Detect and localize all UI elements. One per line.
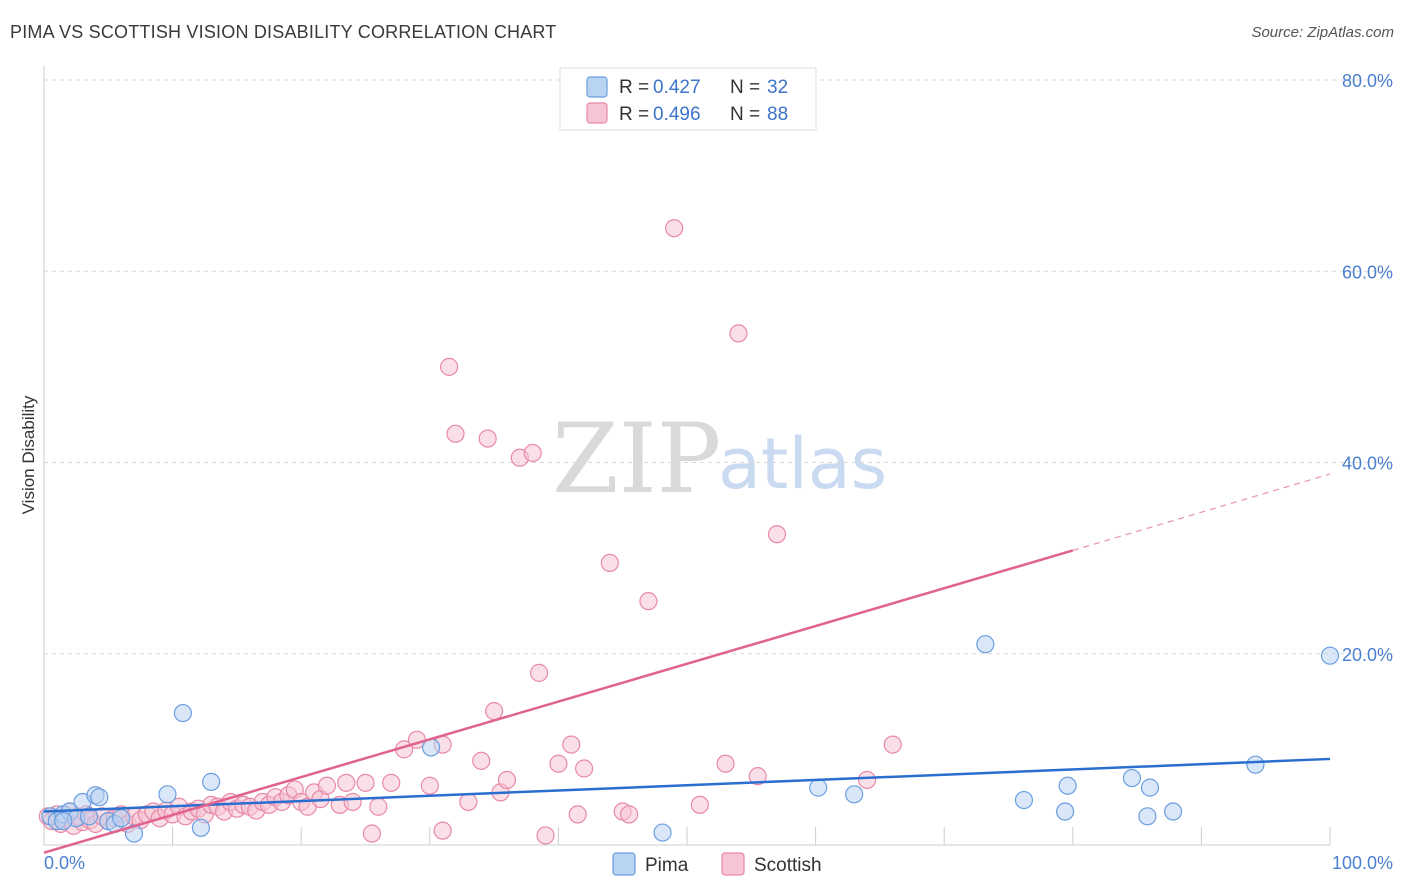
scottish-point <box>857 770 877 790</box>
scottish-point <box>343 792 362 812</box>
y-tick-labels: 20.0% 40.0% 60.0% 80.0% <box>1342 71 1393 665</box>
legend-scottish-n-label: N = <box>730 104 760 125</box>
bottom-legend-scottish-label: Scottish <box>754 855 822 876</box>
y-tick-label: 40.0% <box>1342 454 1393 474</box>
scottish-point <box>472 751 491 770</box>
pima-point <box>976 635 995 654</box>
pima-point <box>845 785 864 804</box>
source-note: Source: ZipAtlas.com <box>1251 24 1394 41</box>
scottish-point <box>748 767 767 786</box>
scottish-point <box>369 797 388 816</box>
scottish-point <box>337 773 356 792</box>
pima-point <box>809 778 828 797</box>
scottish-point <box>639 592 658 611</box>
scottish-point <box>562 735 581 754</box>
y-tick-label: 80.0% <box>1342 71 1393 91</box>
scottish-point <box>883 735 902 754</box>
watermark-atlas: atlas <box>718 423 887 505</box>
x-tick-label-max: 100.0% <box>1332 853 1393 873</box>
scottish-point <box>446 424 465 443</box>
bottom-legend-pima-swatch <box>612 852 636 876</box>
scottish-point <box>497 770 517 790</box>
x-tick-label-min: 0.0% <box>44 853 85 873</box>
scottish-point <box>433 821 452 840</box>
axes <box>43 66 1331 846</box>
gridlines <box>44 79 1393 655</box>
scottish-point <box>439 357 459 376</box>
scottish-point <box>362 824 382 843</box>
pima-point <box>653 823 672 842</box>
legend-pima-r-label: R = <box>619 77 649 98</box>
scottish-point <box>420 776 439 795</box>
scottish-trendline <box>43 549 1074 854</box>
legend-pima-n-label: N = <box>730 77 760 98</box>
y-axis-label: Vision Disability <box>19 395 38 514</box>
pima-point <box>1122 768 1142 788</box>
legend-scottish-swatch <box>586 102 608 124</box>
legend-scottish-r-value: 0.496 <box>653 104 701 125</box>
pima-point <box>158 785 177 804</box>
scottish-point <box>317 776 337 795</box>
scottish-point <box>530 663 549 682</box>
y-tick-label: 60.0% <box>1342 262 1393 282</box>
bottom-legend-scottish-swatch <box>721 852 745 876</box>
scottish-point <box>568 805 587 824</box>
scottish-point <box>382 773 401 792</box>
pima-points <box>41 635 1340 843</box>
scottish-point <box>767 525 787 544</box>
bottom-legend: Pima Scottish <box>612 852 822 876</box>
scottish-point <box>536 826 555 845</box>
pima-point <box>1140 778 1160 797</box>
top-legend: R = 0.427 N = 32 R = 0.496 N = 88 <box>559 67 817 131</box>
trendlines <box>43 473 1331 854</box>
pima-point <box>90 788 109 807</box>
scottish-point <box>600 553 619 573</box>
scottish-trendline-extension <box>1072 473 1331 552</box>
legend-pima-n-value: 32 <box>767 77 788 98</box>
pima-trendline <box>43 757 1331 813</box>
scottish-point <box>690 795 709 814</box>
scottish-point <box>478 429 497 448</box>
pima-point <box>1058 776 1077 795</box>
pima-point <box>1014 790 1034 810</box>
pima-point <box>54 811 73 831</box>
scottish-point <box>575 759 594 778</box>
scottish-point <box>485 702 504 721</box>
scottish-points <box>38 219 902 845</box>
legend-scottish-r-label: R = <box>619 104 649 125</box>
scottish-point <box>523 443 542 463</box>
legend-pima-r-value: 0.427 <box>653 77 701 98</box>
bottom-legend-pima-label: Pima <box>645 855 689 876</box>
legend-pima-swatch <box>586 76 608 98</box>
pima-point <box>1164 802 1183 821</box>
watermark-zip: ZIP <box>552 403 721 515</box>
chart-title: PIMA VS SCOTTISH VISION DISABILITY CORRE… <box>10 22 557 42</box>
scottish-point <box>356 773 375 792</box>
scottish-point <box>549 754 568 773</box>
legend-scottish-n-value: 88 <box>767 104 788 125</box>
scottish-point <box>459 792 478 812</box>
pima-point <box>1320 646 1340 665</box>
pima-point <box>112 809 131 828</box>
pima-point <box>1138 807 1157 826</box>
pima-point <box>1055 802 1075 821</box>
scottish-point <box>729 324 748 343</box>
scottish-point <box>665 219 684 238</box>
scottish-point <box>716 754 735 773</box>
pima-point <box>202 772 221 791</box>
pima-point <box>79 807 99 826</box>
y-tick-label: 20.0% <box>1342 645 1393 665</box>
pima-point <box>191 818 210 837</box>
pima-point <box>173 703 192 723</box>
pima-point <box>1246 755 1265 774</box>
scottish-point <box>620 805 639 824</box>
